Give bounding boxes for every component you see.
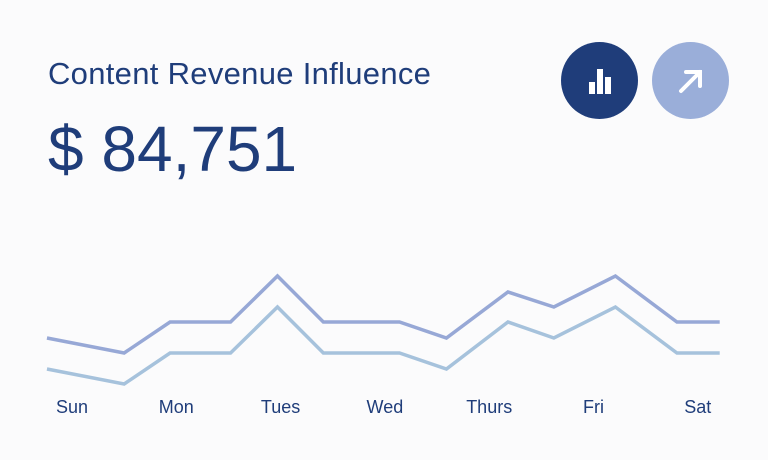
x-tick-label: Fri (583, 397, 604, 417)
x-tick-label: Tues (261, 397, 300, 417)
bar-chart-icon (588, 68, 611, 94)
arrow-up-right-icon (678, 69, 702, 93)
revenue-value: $ 84,751 (48, 113, 298, 185)
trend-button[interactable] (652, 42, 729, 119)
bar-chart-button[interactable] (561, 42, 638, 119)
page-title: Content Revenue Influence (48, 56, 432, 91)
x-tick-label: Sat (684, 397, 711, 417)
series-line-lower (46, 304, 720, 386)
x-tick-label: Wed (367, 397, 404, 417)
series-line-upper (46, 273, 720, 355)
x-tick-label: Sun (56, 397, 88, 417)
x-tick-label: Thurs (466, 397, 512, 417)
x-tick-label: Mon (159, 397, 194, 417)
